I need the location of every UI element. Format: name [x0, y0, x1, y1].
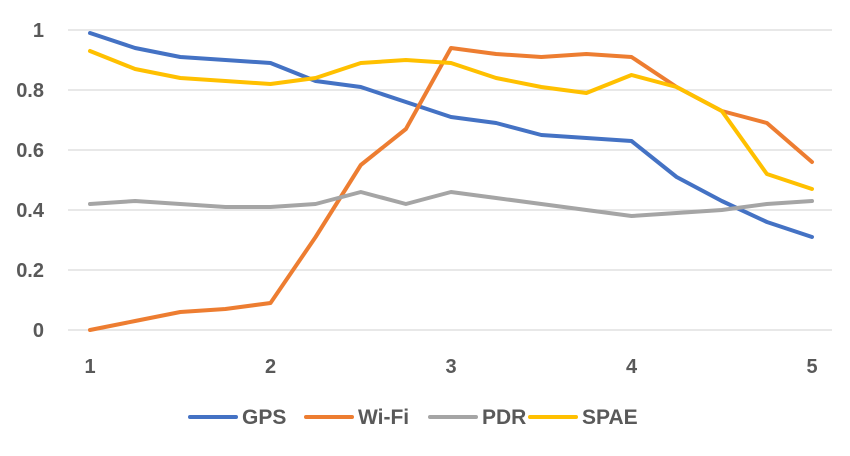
x-tick-label: 3 — [445, 356, 456, 378]
x-tick-label: 2 — [265, 356, 276, 378]
y-tick-label: 0.2 — [16, 260, 44, 282]
series-line-pdr — [90, 192, 812, 216]
legend-label: SPAE — [582, 406, 638, 429]
series-line-spae — [90, 51, 812, 189]
series-lines — [90, 33, 812, 330]
y-tick-label: 0.8 — [16, 80, 44, 102]
legend-label: Wi-Fi — [358, 406, 409, 429]
gridlines — [68, 30, 832, 330]
legend: GPS Wi-Fi PDR SPAE — [190, 406, 638, 429]
y-axis-ticks: 0 0.2 0.4 0.6 0.8 1 — [16, 20, 45, 342]
x-tick-label: 1 — [84, 356, 95, 378]
x-axis-ticks: 1 2 3 4 5 — [84, 356, 817, 378]
y-tick-label: 1 — [33, 20, 44, 42]
legend-label: PDR — [482, 406, 526, 429]
legend-label: GPS — [242, 406, 286, 429]
x-tick-label: 5 — [806, 356, 817, 378]
y-tick-label: 0.4 — [16, 200, 45, 222]
y-tick-label: 0.6 — [16, 140, 44, 162]
y-tick-label: 0 — [33, 320, 44, 342]
x-tick-label: 4 — [626, 356, 638, 378]
